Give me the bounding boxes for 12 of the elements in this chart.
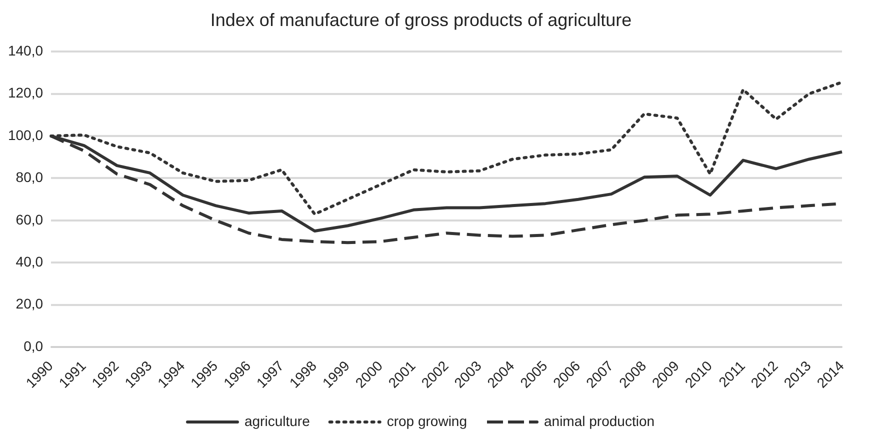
y-tick-label: 40,0 [16, 254, 44, 270]
y-tick-label: 0,0 [24, 338, 44, 354]
y-tick-label: 60,0 [16, 211, 44, 228]
y-tick-label: 80,0 [16, 169, 44, 186]
chart-title: Index of manufacture of gross products of agriculture [210, 10, 632, 30]
y-tick-label: 20,0 [16, 296, 44, 312]
y-tick-label: 120,0 [8, 84, 44, 101]
legend-label: crop growing [386, 412, 468, 429]
legend-label: animal production [544, 412, 655, 429]
y-tick-label: 140,0 [8, 42, 44, 58]
y-tick-label: 100,0 [8, 126, 44, 143]
legend-label: agriculture [244, 412, 310, 429]
